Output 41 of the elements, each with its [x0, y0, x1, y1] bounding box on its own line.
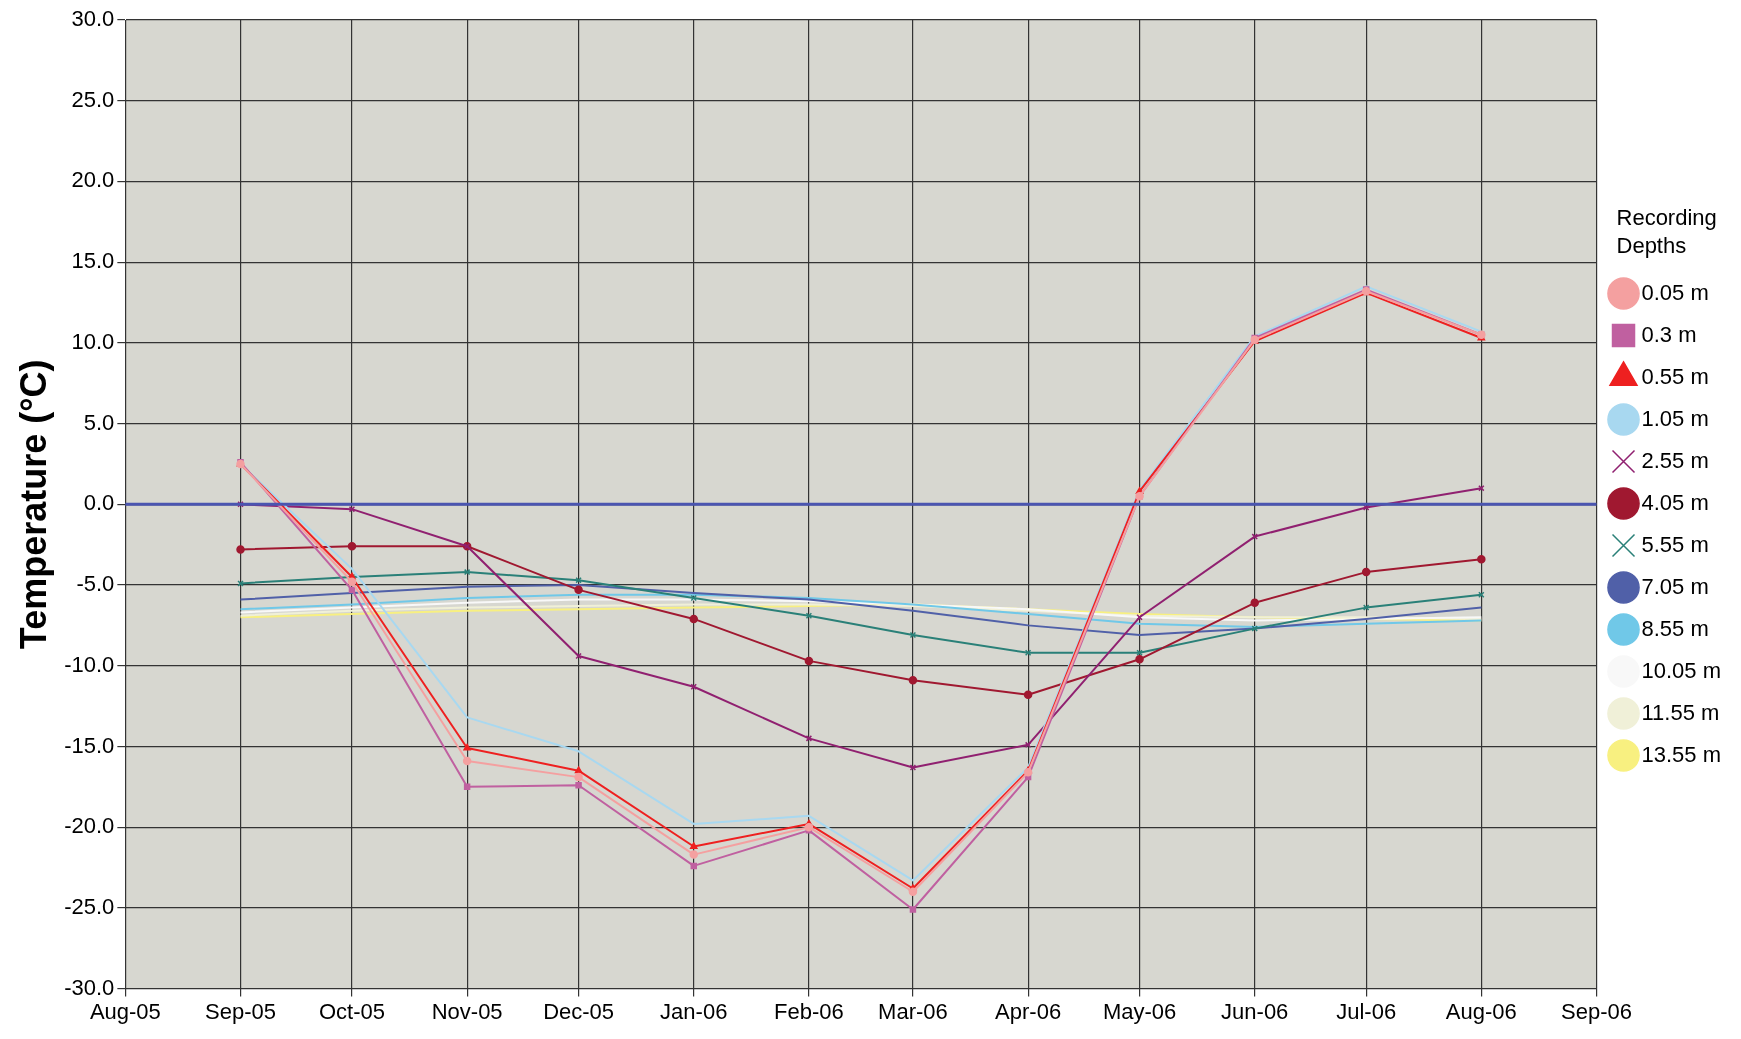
y-tick-label: 30.0 — [71, 6, 115, 32]
x-tick-label: May-06 — [1102, 998, 1177, 1024]
x-tick-label: Mar-06 — [878, 998, 948, 1024]
legend-label: 8.55 m — [1641, 615, 1709, 641]
y-tick-label: 5.0 — [83, 409, 115, 435]
x-tick-label: Sep-05 — [205, 998, 276, 1024]
y-tick-label: -30.0 — [64, 974, 115, 1000]
x-tick-label: Jun-06 — [1221, 998, 1289, 1024]
y-tick-label: -25.0 — [64, 893, 115, 919]
y-tick-label: -15.0 — [64, 732, 115, 758]
legend-label: 11.55 m — [1641, 699, 1720, 725]
legend-label: 4.05 m — [1641, 489, 1709, 515]
legend-label: 7.05 m — [1641, 573, 1709, 599]
legend-label: 0.05 m — [1641, 279, 1709, 305]
x-tick-label: Aug-05 — [89, 998, 161, 1024]
x-tick-label: Sep-06 — [1561, 998, 1632, 1024]
x-tick-label: Jan-06 — [660, 998, 728, 1024]
y-tick-label: 0.0 — [83, 490, 115, 516]
legend-label: 0.55 m — [1641, 363, 1709, 389]
legend-label: 10.05 m — [1641, 657, 1722, 683]
y-tick-label: 15.0 — [71, 248, 115, 274]
x-tick-label: Jul-06 — [1336, 998, 1397, 1024]
y-tick-label: -10.0 — [64, 651, 115, 677]
legend-label: 13.55 m — [1641, 741, 1722, 767]
y-tick-label: 20.0 — [71, 167, 115, 193]
legend-label: 2.55 m — [1641, 447, 1709, 473]
x-tick-label: Dec-05 — [543, 998, 615, 1024]
legend-label: 0.3 m — [1641, 321, 1697, 347]
x-tick-label: Oct-05 — [318, 998, 385, 1024]
legend-title: Recording Depths — [1616, 204, 1717, 258]
y-axis-title: Temperature (°C) — [12, 359, 54, 650]
legend-label: 1.05 m — [1641, 405, 1709, 431]
y-tick-label: 10.0 — [71, 328, 115, 354]
y-tick-label: -20.0 — [64, 813, 115, 839]
x-tick-label: Apr-06 — [995, 998, 1062, 1024]
x-tick-label: Aug-06 — [1445, 998, 1517, 1024]
x-tick-label: Feb-06 — [774, 998, 844, 1024]
y-tick-label: -5.0 — [76, 571, 115, 597]
x-tick-label: Nov-05 — [431, 998, 503, 1024]
y-tick-label: 25.0 — [71, 86, 115, 112]
legend-label: 5.55 m — [1641, 531, 1709, 557]
